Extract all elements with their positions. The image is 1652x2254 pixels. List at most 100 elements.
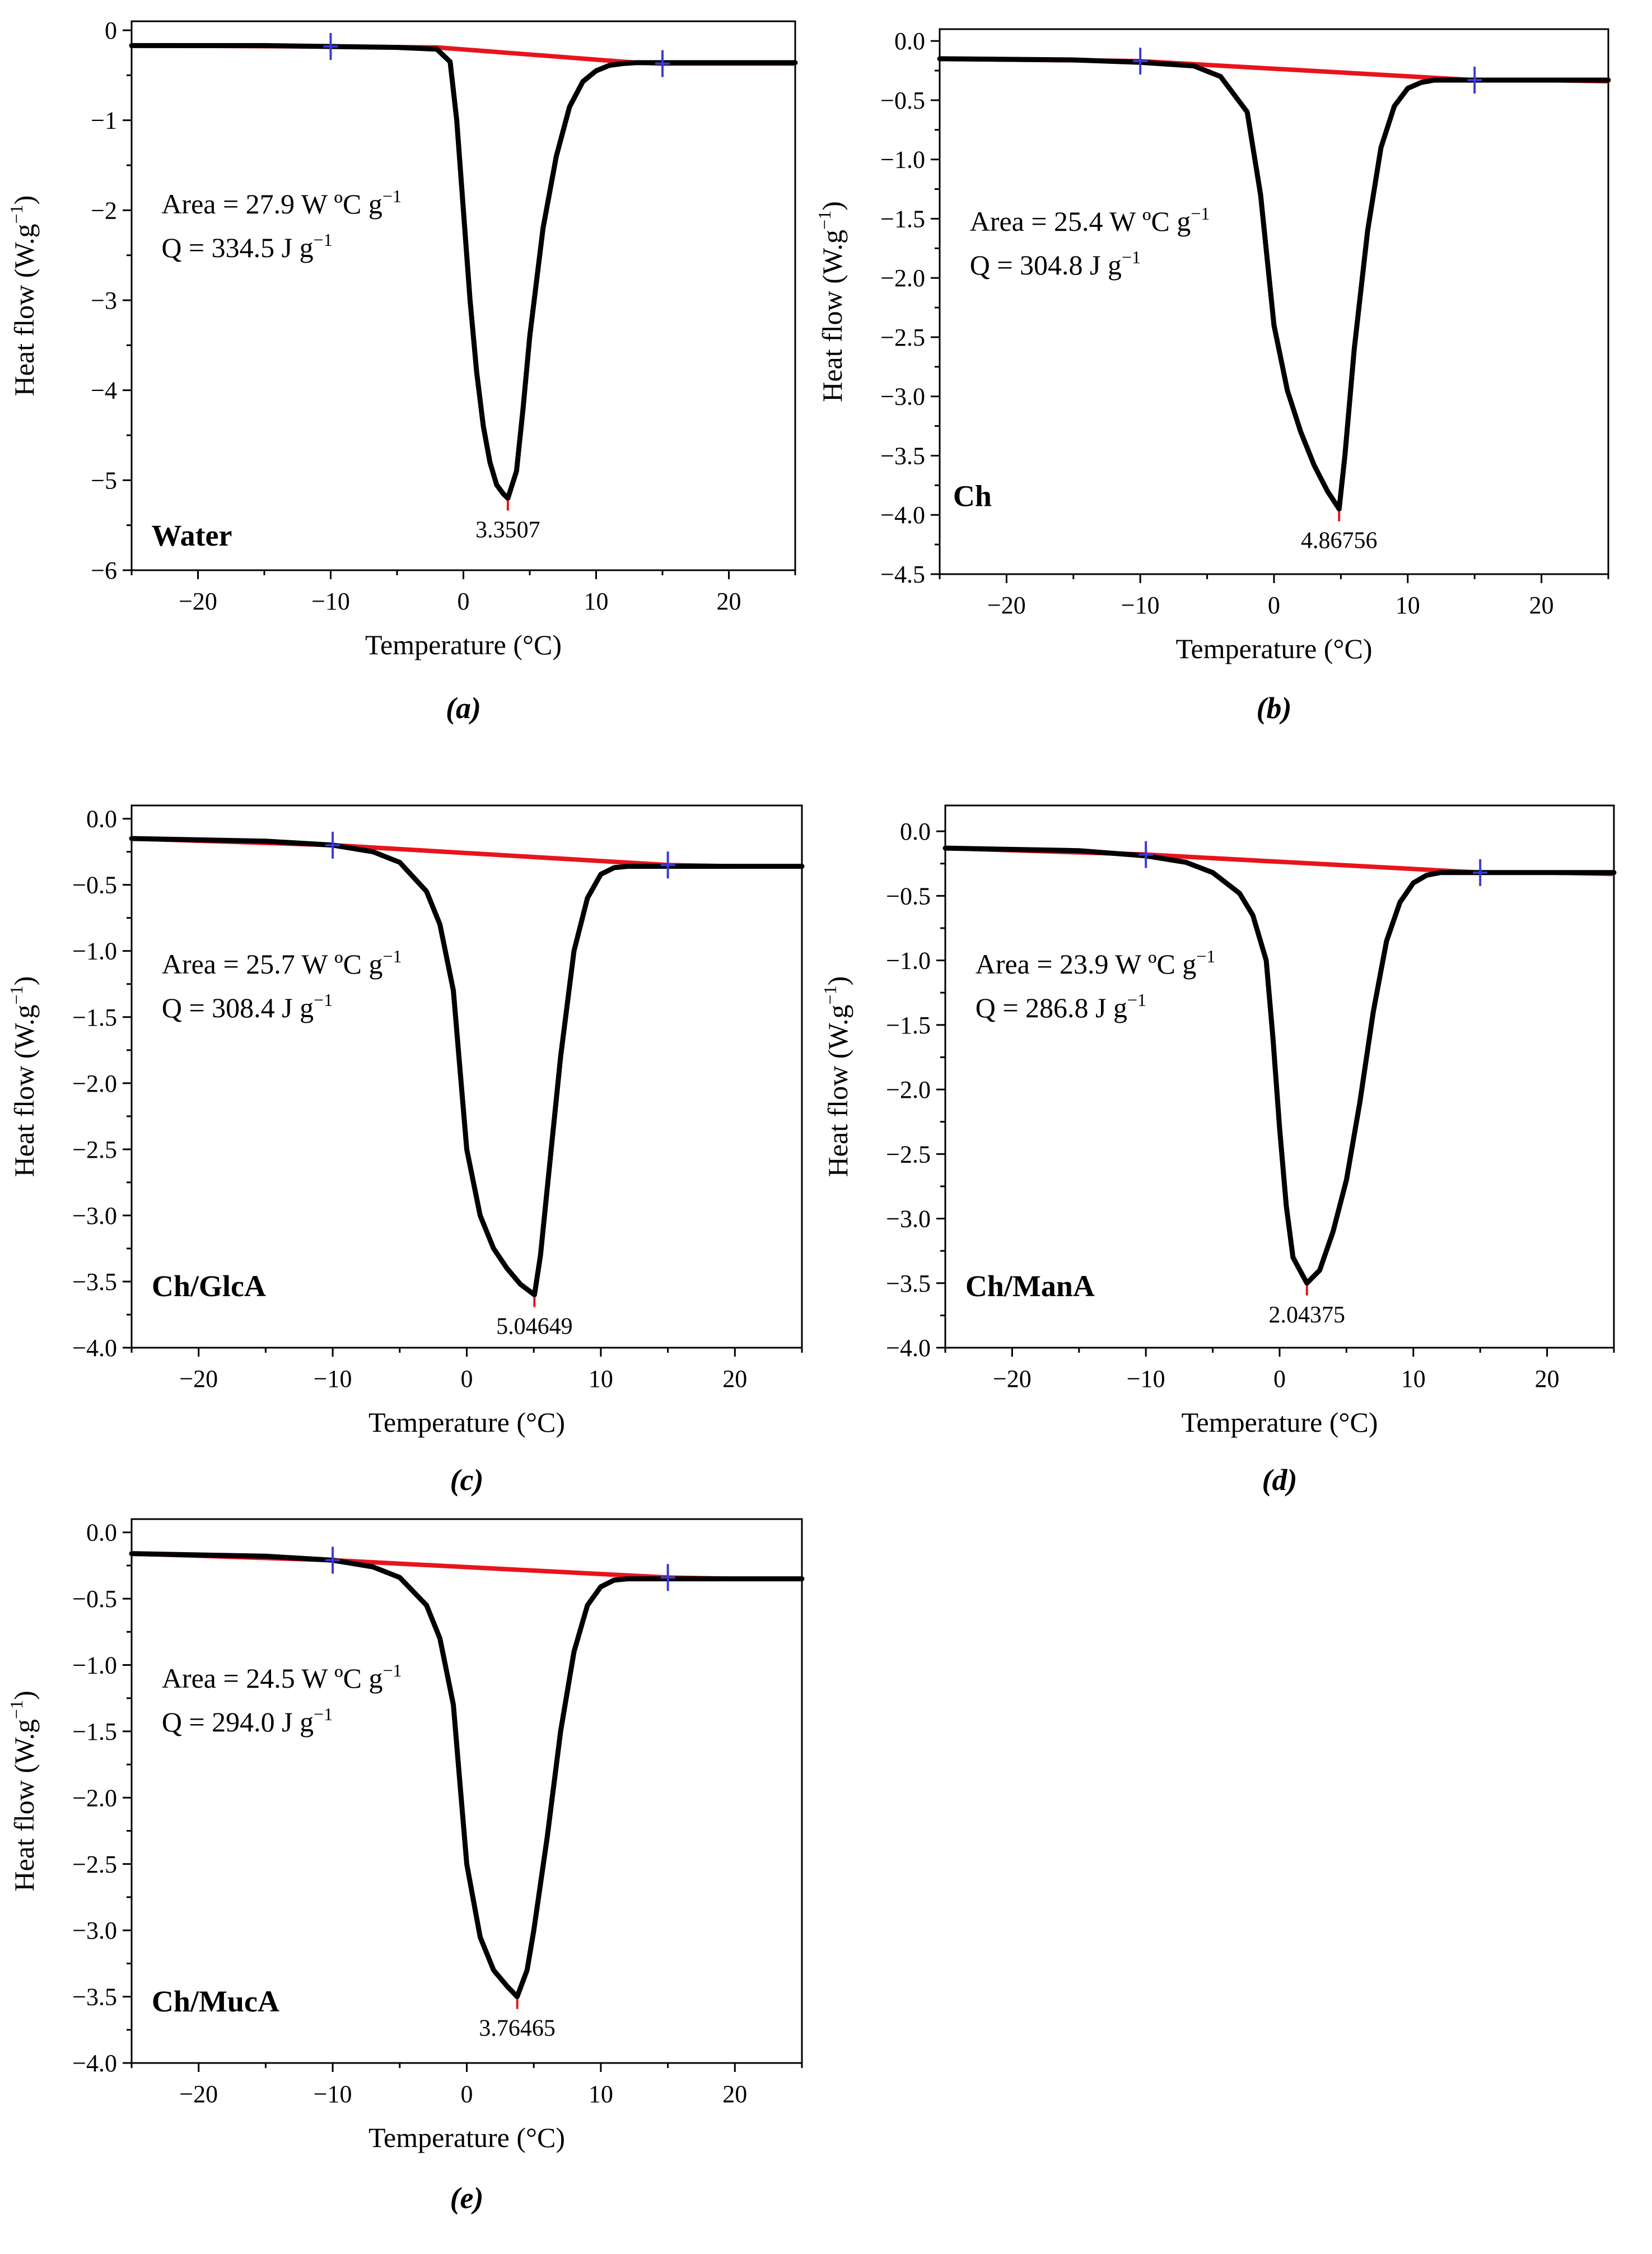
y-axis-title-close: ) [822,976,853,986]
y-tick-label: −3.5 [72,1268,117,1296]
q-annotation: Q = 294.0 J g−1 [162,1704,333,1738]
y-tick-label: −3 [91,287,117,314]
q-annotation: Q = 334.5 J g−1 [161,230,332,263]
y-tick-label: 0 [105,17,117,44]
area-unit-sup: −1 [382,1660,402,1680]
x-tick-label: 10 [589,2080,613,2108]
panel-b: −20 −10 0 10 20 0.0 −0.5 −1.0 −1.5 −2.0 −2.5 −3.0 −3… [814,27,1611,725]
y-tick-label: −2.5 [72,1851,117,1878]
plot-frame [130,20,796,571]
y-axis-title: Heat flow (W.g−1) [6,976,40,1177]
area-value: Area = 27.9 [161,188,295,220]
y-tick-label: −2.5 [886,1140,931,1168]
x-tick-label: −20 [993,1365,1032,1393]
y-tick-label: −1.0 [72,1652,117,1679]
y-tick-label: −1.0 [72,938,117,965]
y-axis-title-main: Heat flow (W.g [8,223,40,396]
heat-flow-curve [937,56,1611,512]
y-axis-title-main: Heat flow (W.g [816,230,848,402]
y-tick-label: −2.0 [886,1076,931,1103]
q-value: Q = 334.5 [161,232,274,263]
area-annotation: Area = 27.9 W ºC g−1 [161,186,402,220]
panel-d: −20 −10 0 10 20 0.0 −0.5 −1.0 −1.5 −2.0 −2.5 −3.0 −3… [820,804,1617,1497]
x-tick-label: −20 [179,1365,218,1393]
y-tick-label: 0.0 [86,1519,117,1547]
x-tick-label: 0 [461,1365,473,1393]
y-tick-label: −2.0 [72,1784,117,1811]
sample-label: Ch/GlcA [152,1269,266,1303]
y-tick-label: −1.5 [72,1718,117,1745]
y-tick-label: −4 [91,377,117,404]
y-tick-label: −3.0 [72,1202,117,1230]
y-tick-label: −3.5 [880,442,925,469]
area-unit-sup: −1 [1196,946,1215,966]
area-value: Area = 25.7 [162,948,295,980]
panel-a: −20 −10 0 10 20 0 −1 −2 −3 −4 −5 −6 Temperature (°C)… [6,17,798,725]
q-unit: J g [1095,992,1127,1023]
y-tick-label: −0.5 [880,87,925,114]
y-tick-label: −2.5 [72,1136,117,1163]
panel-caption: (d) [1262,1463,1298,1497]
x-tick-label: 20 [722,1365,747,1393]
x-axis-title: Temperature (°C) [368,2122,565,2153]
q-annotation: Q = 308.4 J g−1 [162,990,333,1023]
plot-frame [944,804,1615,1349]
area-unit-sup: −1 [1191,203,1210,223]
y-tick-label: −4.0 [880,501,925,529]
panel-caption: (c) [450,1463,484,1497]
area-value: Area = 23.9 [976,948,1109,980]
y-axis-title-close: ) [816,201,848,211]
x-tick-label: −10 [1121,592,1160,619]
area-annotation: Area = 25.4 W ºC g−1 [970,203,1210,237]
x-tick-label: 20 [722,2080,747,2108]
peak-label: 5.04649 [496,1314,573,1340]
y-axis-title: Heat flow (W.g−1) [820,976,853,1177]
x-axis-title: Temperature (°C) [1175,633,1372,664]
x-axis-title: Temperature (°C) [365,629,562,660]
panel-caption: (e) [450,2181,484,2215]
x-tick-label: 20 [717,588,741,615]
y-tick-label: 0.0 [900,818,931,845]
area-annotation: Area = 23.9 W ºC g−1 [976,946,1216,980]
q-annotation: Q = 286.8 J g−1 [976,990,1146,1023]
y-tick-label: 0.0 [86,805,117,833]
x-tick-label: 20 [1535,1365,1560,1393]
peak-label: 4.86756 [1301,528,1378,554]
q-unit-sup: −1 [314,230,333,250]
heat-flow-curve [942,845,1617,1286]
area-annotation: Area = 24.5 W ºC g−1 [162,1660,402,1694]
y-tick-label: −1.0 [886,947,931,975]
y-axis-title-close: ) [8,976,40,986]
y-axis-title: Heat flow (W.g−1) [6,195,40,397]
x-axis-title: Temperature (°C) [1181,1407,1378,1438]
y-axis-title: Heat flow (W.g−1) [6,1690,40,1892]
x-tick-label: −10 [311,588,350,615]
panel-e: −20 −10 0 10 20 0.0 −0.5 −1.0 −1.5 −2.0 −2.5 −3.0 −3… [6,1518,805,2215]
q-unit-sup: −1 [1122,247,1141,267]
heat-flow-curve [129,836,805,1298]
x-tick-label: 0 [458,588,470,615]
y-tick-label: −4.0 [72,2050,117,2077]
y-tick-label: −0.5 [72,872,117,899]
sample-label: Ch/MucA [152,1985,279,2018]
plot-frame [130,804,803,1349]
y-axis-title-close: ) [8,195,40,205]
q-unit: J g [282,232,314,263]
q-unit-sup: −1 [314,1704,333,1724]
y-tick-label: −3.0 [72,1917,117,1944]
area-unit: W ºC g [301,188,382,220]
y-axis-title: Heat flow (W.g−1) [814,201,848,402]
y-tick-label: −2.5 [880,324,925,351]
sample-label: Water [152,519,232,552]
y-axis-title-sup: −1 [6,204,26,223]
sample-label: Ch/ManA [965,1269,1095,1303]
x-tick-label: 0 [1273,1365,1286,1393]
y-axis-title-sup: −1 [820,985,840,1004]
y-tick-label: −6 [91,557,117,584]
x-tick-label: −10 [1127,1365,1165,1393]
y-tick-label: −1.5 [886,1012,931,1039]
x-tick-label: −10 [314,1365,352,1393]
panel-caption: (a) [446,691,481,725]
area-unit: W ºC g [301,1662,382,1694]
y-tick-label: −3.0 [886,1205,931,1233]
